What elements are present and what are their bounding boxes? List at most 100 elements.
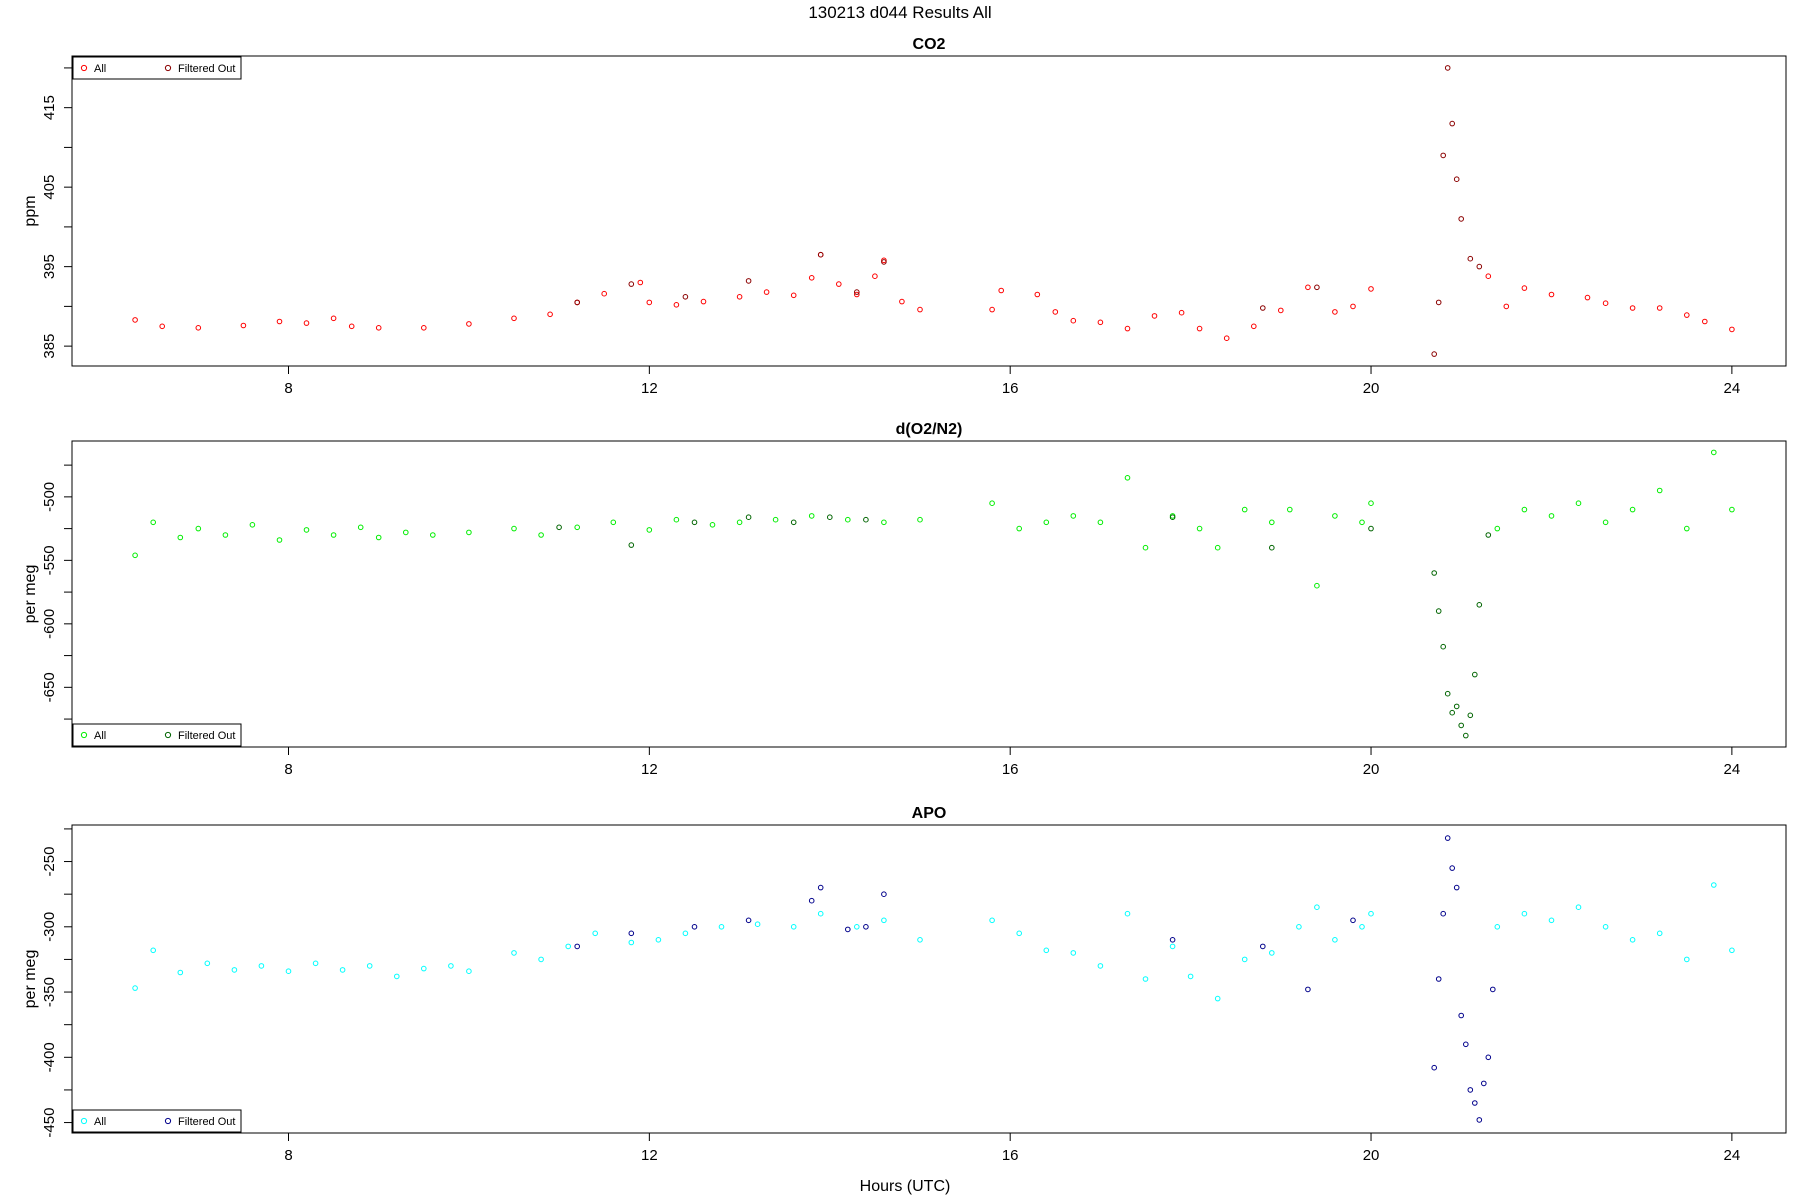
data-point xyxy=(1169,514,1176,521)
data-point xyxy=(1431,1064,1437,1071)
data-point xyxy=(1151,313,1158,319)
data-point xyxy=(817,910,824,917)
data-point xyxy=(1214,995,1221,1002)
figure-title: 130213 d044 Results All xyxy=(808,3,991,22)
panels: CO2 ppm 8 12 16 20 24 385 395 405 415 All Filtered O… xyxy=(22,36,1787,1164)
data-point xyxy=(1440,643,1446,650)
data-point xyxy=(1476,263,1483,270)
data-point xyxy=(700,298,707,305)
data-point xyxy=(448,963,454,969)
data-point xyxy=(817,251,824,258)
data-point xyxy=(1124,910,1131,917)
data-point xyxy=(1449,865,1455,871)
legend-marker xyxy=(164,1117,172,1125)
data-point xyxy=(1287,506,1293,513)
series-filtered-out xyxy=(556,514,1492,739)
data-point xyxy=(1178,309,1185,316)
data-point xyxy=(1435,608,1442,614)
data-point xyxy=(646,299,653,306)
legend-box xyxy=(72,56,242,80)
data-point xyxy=(249,522,256,528)
data-point xyxy=(1521,506,1528,513)
data-point xyxy=(917,516,923,523)
plot-frame xyxy=(71,824,1787,1134)
data-point xyxy=(1458,216,1464,222)
data-point xyxy=(1332,513,1338,519)
data-point xyxy=(1124,325,1131,332)
data-point xyxy=(1453,884,1460,891)
panel-3: APO per meg 8 12 16 20 24 -250 -300 -350 -400 -450 A… xyxy=(22,805,1787,1164)
data-point xyxy=(1260,305,1266,311)
data-point xyxy=(1332,309,1338,315)
data-point xyxy=(1241,506,1248,513)
data-point xyxy=(808,275,815,281)
data-point xyxy=(709,522,716,528)
data-point xyxy=(1196,325,1203,332)
x-tick-label: 20 xyxy=(1363,380,1380,397)
legend-marker xyxy=(164,731,172,739)
y-tick-label: 415 xyxy=(41,95,58,120)
data-point xyxy=(1490,986,1496,993)
data-point xyxy=(637,279,644,286)
data-point xyxy=(1269,519,1275,526)
legend-label: Filtered Out xyxy=(178,1116,235,1128)
x-tick-label: 24 xyxy=(1724,1147,1741,1164)
data-point xyxy=(1656,930,1663,937)
legend: All Filtered Out xyxy=(72,723,242,747)
data-point xyxy=(1368,500,1374,507)
legend-marker xyxy=(164,64,172,72)
series-filtered-out xyxy=(574,65,1483,357)
data-point xyxy=(1196,525,1203,532)
data-point xyxy=(276,318,283,325)
data-point xyxy=(357,524,364,531)
data-point xyxy=(1314,284,1320,291)
data-point xyxy=(1070,317,1077,324)
data-point xyxy=(511,315,517,322)
data-point xyxy=(1097,319,1104,326)
data-point xyxy=(872,273,878,280)
data-point xyxy=(917,306,923,313)
series-all xyxy=(132,251,1735,342)
panel-2: d(O2/N2) per meg 8 12 16 20 24 -500 -550 -600 -650… xyxy=(22,421,1787,778)
legend-label: All xyxy=(94,63,106,75)
data-point xyxy=(511,950,517,956)
data-point xyxy=(736,294,743,300)
data-point xyxy=(276,537,283,543)
data-point xyxy=(1070,513,1077,519)
data-point xyxy=(1449,120,1455,127)
data-point xyxy=(1359,924,1365,930)
data-point xyxy=(150,519,156,526)
data-point xyxy=(1521,910,1528,917)
data-point xyxy=(177,969,184,976)
data-point xyxy=(592,930,599,937)
x-tick-label: 8 xyxy=(284,1147,292,1164)
y-tick-label: -450 xyxy=(41,1108,58,1138)
data-point xyxy=(1656,487,1663,494)
legend-label: All xyxy=(94,1116,106,1128)
data-point xyxy=(772,516,779,523)
legend-marker xyxy=(80,731,88,739)
data-point xyxy=(881,259,887,265)
data-point xyxy=(845,926,851,933)
data-point xyxy=(1602,519,1609,526)
data-point xyxy=(989,306,995,313)
data-point xyxy=(1314,582,1320,589)
y-tick-label: -300 xyxy=(41,912,58,942)
panel-1: CO2 ppm 8 12 16 20 24 385 395 405 415 All Filtered O… xyxy=(22,36,1787,397)
y-tick-label: -550 xyxy=(41,545,58,575)
x-tick-label: 8 xyxy=(284,761,292,778)
data-point xyxy=(1305,284,1311,291)
data-point xyxy=(673,516,680,523)
y-axis-title: per meg xyxy=(22,950,39,1009)
x-tick-label: 24 xyxy=(1724,761,1741,778)
data-point xyxy=(1350,303,1356,310)
data-point xyxy=(1711,882,1717,888)
data-point xyxy=(1684,312,1690,318)
data-point xyxy=(1052,309,1059,315)
data-point xyxy=(1521,285,1528,291)
data-point xyxy=(1476,1117,1483,1123)
data-point xyxy=(790,292,797,299)
data-point xyxy=(1431,570,1437,576)
data-point xyxy=(1016,525,1023,532)
data-point xyxy=(1485,1054,1492,1061)
